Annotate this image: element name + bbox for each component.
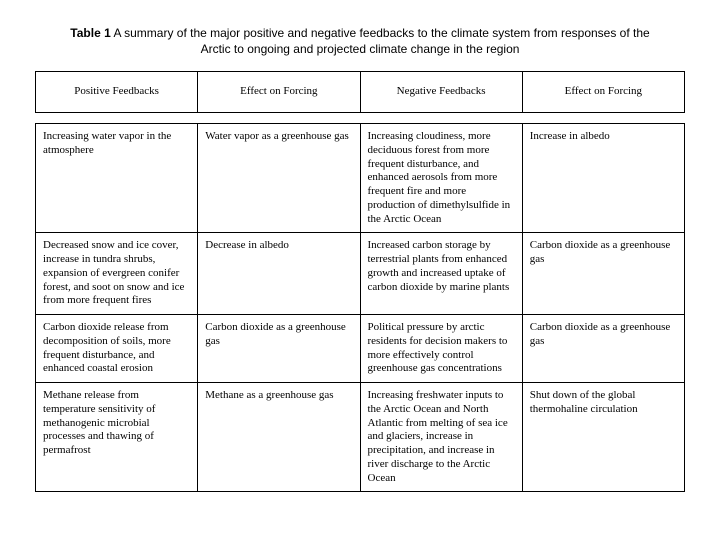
cell: Carbon dioxide as a greenhouse gas xyxy=(522,233,684,315)
col-effect-forcing-2: Effect on Forcing xyxy=(522,72,684,113)
cell: Political pressure by arctic residents f… xyxy=(360,315,522,383)
cell: Carbon dioxide release from decompositio… xyxy=(36,315,198,383)
cell: Carbon dioxide as a greenhouse gas xyxy=(522,315,684,383)
header-row: Positive Feedbacks Effect on Forcing Neg… xyxy=(36,72,685,113)
cell: Shut down of the global thermohaline cir… xyxy=(522,383,684,492)
col-effect-forcing-1: Effect on Forcing xyxy=(198,72,360,113)
caption-label: Table 1 xyxy=(70,26,110,40)
table-caption: Table 1 A summary of the major positive … xyxy=(65,26,655,57)
table-row: Decreased snow and ice cover, increase i… xyxy=(36,233,685,315)
feedback-table: Positive Feedbacks Effect on Forcing Neg… xyxy=(35,71,685,492)
cell: Decrease in albedo xyxy=(198,233,360,315)
cell: Water vapor as a greenhouse gas xyxy=(198,124,360,233)
cell: Carbon dioxide as a greenhouse gas xyxy=(198,315,360,383)
spacer-row xyxy=(36,113,685,124)
table-row: Carbon dioxide release from decompositio… xyxy=(36,315,685,383)
cell: Methane as a greenhouse gas xyxy=(198,383,360,492)
table-row: Methane release from temperature sensiti… xyxy=(36,383,685,492)
cell: Increasing water vapor in the atmosphere xyxy=(36,124,198,233)
cell: Increase in albedo xyxy=(522,124,684,233)
table-row: Increasing water vapor in the atmosphere… xyxy=(36,124,685,233)
cell: Increasing cloudiness, more deciduous fo… xyxy=(360,124,522,233)
col-negative-feedbacks: Negative Feedbacks xyxy=(360,72,522,113)
col-positive-feedbacks: Positive Feedbacks xyxy=(36,72,198,113)
caption-text: A summary of the major positive and nega… xyxy=(111,26,650,56)
cell: Increasing freshwater inputs to the Arct… xyxy=(360,383,522,492)
cell: Decreased snow and ice cover, increase i… xyxy=(36,233,198,315)
cell: Methane release from temperature sensiti… xyxy=(36,383,198,492)
cell: Increased carbon storage by terrestrial … xyxy=(360,233,522,315)
